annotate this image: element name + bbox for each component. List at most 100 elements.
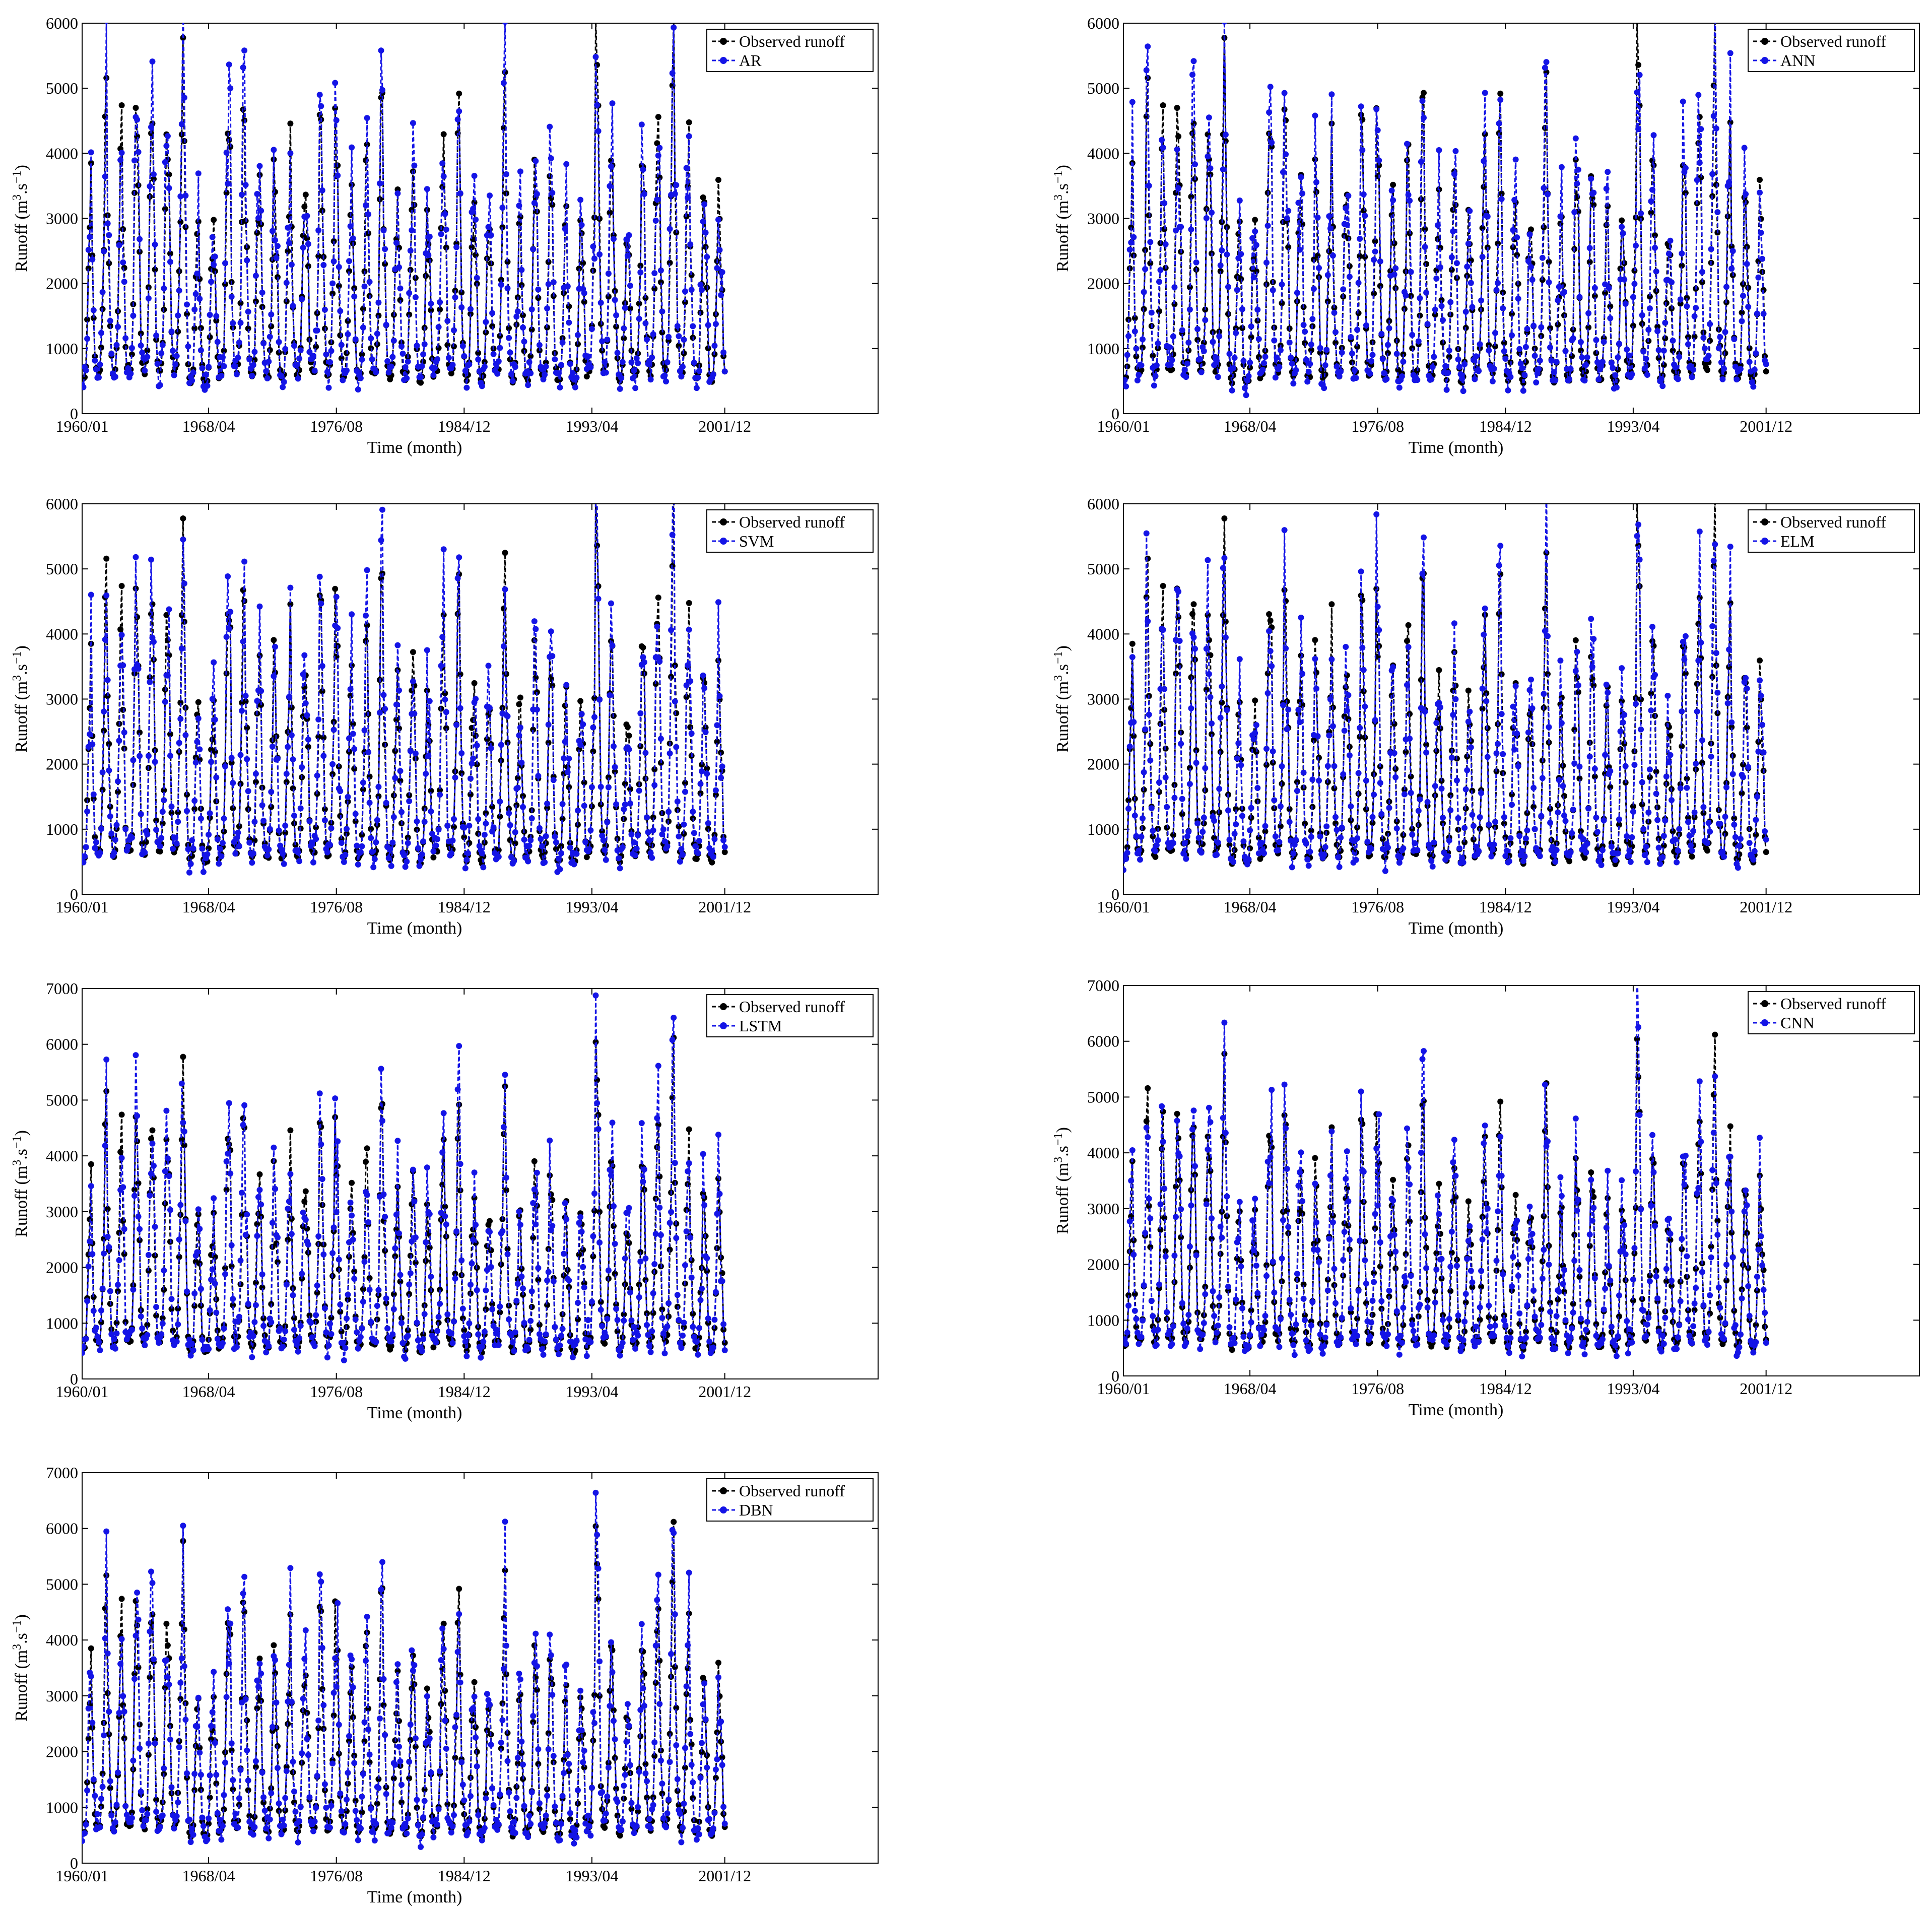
data-point — [250, 850, 256, 857]
data-point — [1193, 259, 1200, 266]
data-point — [89, 256, 96, 262]
data-point — [1459, 375, 1465, 382]
data-point — [116, 738, 122, 744]
data-point — [1376, 157, 1382, 164]
data-point — [1373, 511, 1380, 517]
data-point — [485, 663, 492, 669]
data-point — [1586, 753, 1593, 760]
data-point — [514, 308, 521, 315]
data-point — [528, 306, 535, 312]
data-point — [369, 356, 375, 363]
data-point — [1652, 244, 1658, 251]
x-tick-label: 1968/04 — [1224, 417, 1277, 435]
data-point — [1500, 751, 1506, 757]
data-point — [228, 759, 235, 766]
data-point — [1605, 169, 1611, 175]
data-point — [520, 793, 526, 799]
data-point — [1424, 321, 1431, 327]
data-point — [1464, 767, 1471, 773]
data-point — [1750, 857, 1757, 863]
data-point — [1160, 583, 1166, 589]
data-point — [360, 779, 366, 786]
data-point — [330, 258, 337, 265]
data-point — [1248, 323, 1254, 330]
data-point — [443, 725, 449, 732]
data-point — [1525, 729, 1531, 736]
data-point — [1170, 333, 1176, 340]
data-point — [137, 1226, 143, 1232]
data-point — [1610, 365, 1616, 371]
data-point — [1763, 836, 1769, 843]
data-point — [269, 228, 276, 234]
data-point — [1617, 728, 1624, 735]
data-point — [1357, 253, 1363, 259]
data-point — [1432, 306, 1438, 313]
data-point — [696, 837, 702, 844]
data-point — [1329, 723, 1336, 730]
data-point — [1324, 272, 1331, 278]
data-point — [1404, 638, 1410, 644]
data-point — [1484, 754, 1491, 760]
data-point — [113, 822, 120, 828]
data-point — [1539, 254, 1546, 261]
data-point — [655, 595, 661, 601]
data-point — [180, 0, 186, 6]
data-point — [530, 246, 537, 252]
data-point — [1525, 258, 1531, 265]
data-point — [302, 191, 309, 198]
data-point — [536, 825, 543, 831]
y-tick-label: 5000 — [46, 79, 78, 97]
data-point — [1519, 848, 1525, 854]
data-point — [1616, 816, 1622, 823]
data-point — [173, 1338, 180, 1345]
data-point — [115, 323, 121, 330]
data-point — [497, 799, 503, 805]
data-point — [1759, 721, 1766, 728]
data-point — [1140, 815, 1146, 822]
data-point — [316, 92, 323, 98]
data-point — [1270, 287, 1276, 293]
data-point — [1505, 387, 1511, 393]
data-point — [1299, 671, 1306, 677]
data-point — [1253, 749, 1259, 755]
data-point — [161, 1267, 167, 1274]
data-point — [283, 779, 290, 785]
data-point — [159, 820, 166, 827]
data-point — [142, 367, 148, 374]
data-point — [1148, 805, 1155, 812]
data-point — [517, 725, 523, 731]
data-point — [1481, 631, 1487, 638]
x-axis-label: Time (month) — [367, 919, 462, 938]
data-point — [252, 273, 259, 279]
data-point — [338, 839, 345, 846]
data-point — [94, 1334, 101, 1340]
data-point — [285, 1205, 291, 1212]
data-point — [1421, 90, 1427, 96]
data-point — [282, 346, 289, 352]
data-point — [1635, 61, 1642, 68]
data-point — [481, 363, 488, 370]
data-point — [1357, 725, 1363, 731]
data-point — [1374, 127, 1381, 134]
data-point — [520, 312, 526, 318]
data-point — [332, 585, 339, 592]
data-point — [195, 699, 202, 705]
data-point — [721, 368, 728, 375]
data-point — [716, 247, 723, 253]
data-point — [1721, 853, 1727, 860]
data-point — [1705, 353, 1712, 359]
data-point — [699, 761, 705, 768]
data-point — [1219, 699, 1225, 706]
data-point — [85, 265, 92, 272]
data-point — [1448, 754, 1455, 761]
data-point — [132, 105, 139, 111]
data-point — [1202, 765, 1209, 771]
data-point — [564, 769, 571, 775]
data-point — [1546, 279, 1552, 286]
data-point — [162, 159, 168, 165]
data-point — [1595, 376, 1602, 383]
data-point — [681, 821, 687, 828]
data-point — [1695, 92, 1702, 98]
data-point — [471, 173, 478, 179]
